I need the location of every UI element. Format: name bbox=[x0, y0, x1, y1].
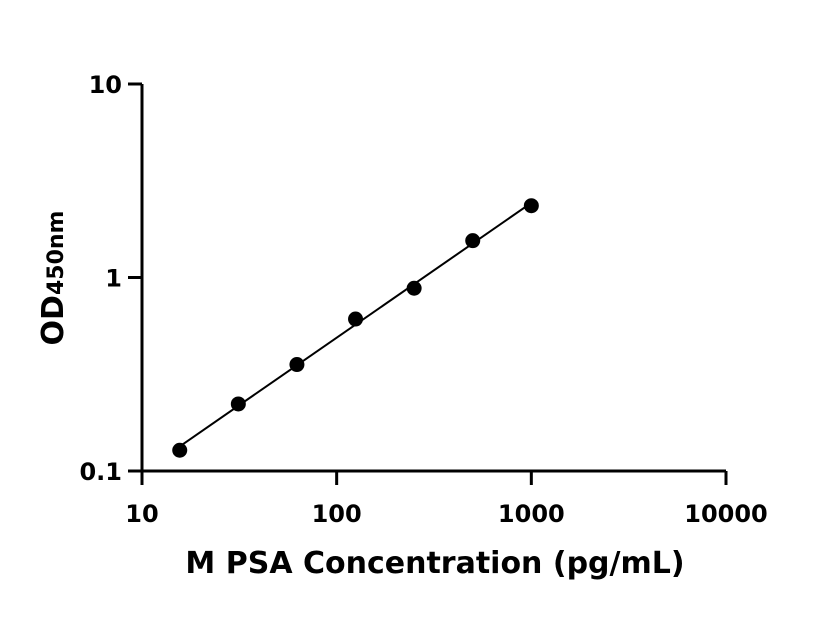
x-tick-label: 100 bbox=[312, 500, 362, 528]
data-point bbox=[289, 357, 305, 373]
y-axis-title: OD450nm bbox=[36, 211, 71, 346]
y-tick-label: 10 bbox=[89, 71, 122, 99]
data-point bbox=[465, 233, 481, 249]
y-tick-label: 1 bbox=[105, 265, 122, 293]
ticks: 10 100 1000 10000 0.1 1 10 bbox=[79, 71, 767, 528]
x-axis-title: M PSA Concentration (pg/mL) bbox=[185, 546, 684, 581]
data-point bbox=[172, 442, 188, 458]
x-tick-label: 1000 bbox=[498, 500, 565, 528]
data-point bbox=[523, 198, 539, 214]
data-point bbox=[230, 396, 246, 412]
data-point bbox=[406, 280, 422, 296]
x-tick-label: 10 bbox=[125, 500, 158, 528]
y-tick-label: 0.1 bbox=[79, 458, 122, 486]
y-axis-title-sub: 450nm bbox=[44, 211, 69, 296]
x-tick-label: 10000 bbox=[684, 500, 768, 528]
data-points bbox=[172, 198, 539, 458]
data-point bbox=[348, 311, 364, 327]
axes bbox=[140, 84, 726, 473]
y-axis-title-main: OD bbox=[36, 295, 71, 345]
